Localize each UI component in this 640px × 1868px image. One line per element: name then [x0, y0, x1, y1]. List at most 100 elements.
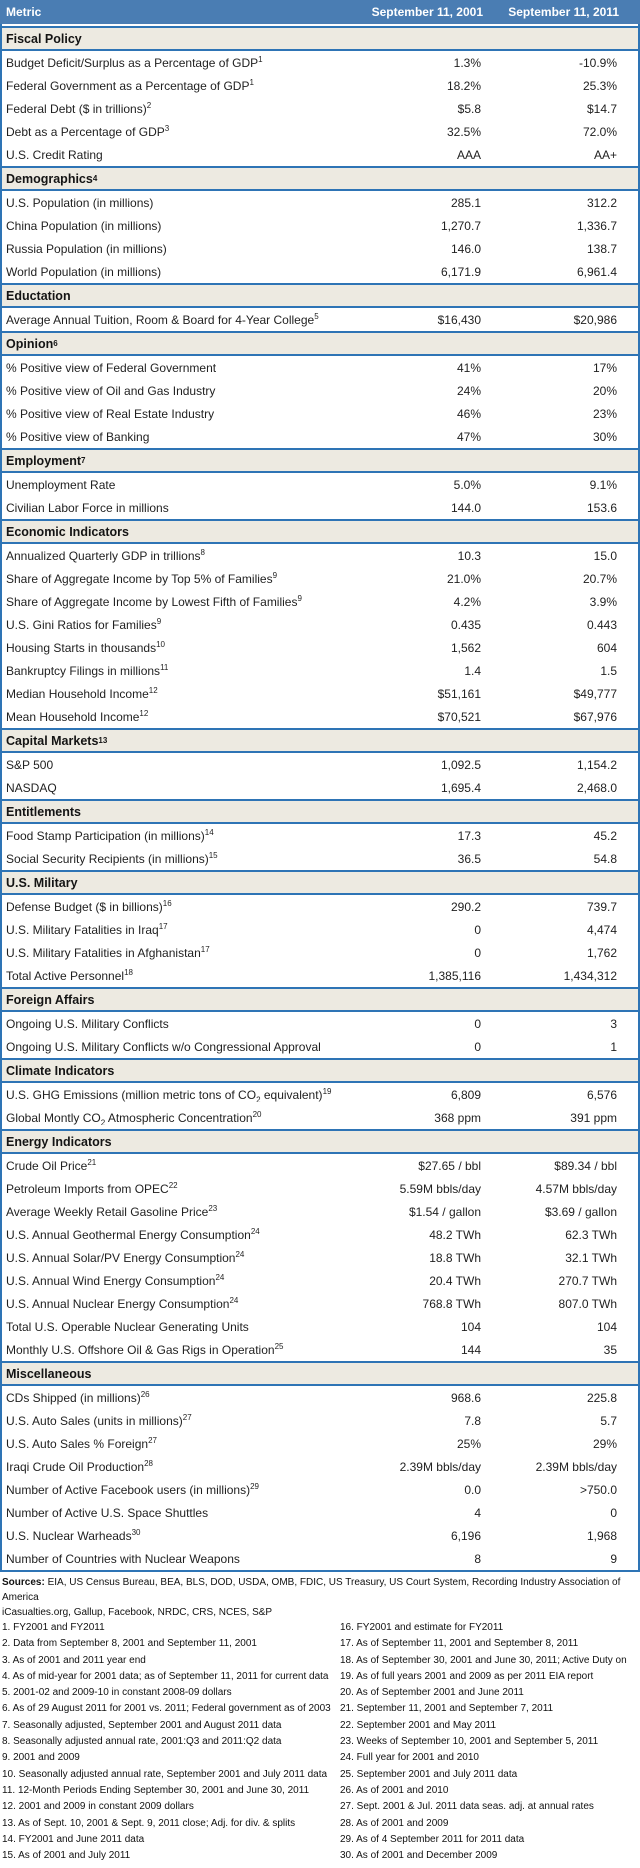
- value-2001: $5.8: [457, 101, 481, 116]
- value-2011: 2.39M bbls/day: [535, 1459, 617, 1474]
- table-row: Civilian Labor Force in millions 144.0 153…: [2, 496, 638, 519]
- metric-label: Mean Household Income12: [6, 709, 149, 724]
- value-2001: 10.3: [457, 548, 481, 563]
- table-row: Share of Aggregate Income by Top 5% of F…: [2, 567, 638, 590]
- table-row: % Positive view of Federal Government 41%…: [2, 356, 638, 379]
- value-2011: 4.57M bbls/day: [535, 1181, 617, 1196]
- footnote-ref: 16: [162, 899, 172, 908]
- table-row: Median Household Income12 $51,161 $49,777: [2, 682, 638, 705]
- footnote: 24. Full year for 2001 and 2010: [340, 1752, 479, 1764]
- table-row: Number of Active Facebook users (in mill…: [2, 1478, 638, 1501]
- value-2011: 45.2: [593, 828, 617, 843]
- table-row: U.S. Annual Nuclear Energy Consumption24…: [2, 1292, 638, 1315]
- metric-label: U.S. Population (in millions): [6, 195, 154, 210]
- value-2011: 104: [596, 1319, 617, 1334]
- footnote: 18. As of September 30, 2001 and June 30…: [340, 1654, 627, 1666]
- value-2001: 6,171.9: [440, 264, 481, 279]
- footnote: 10. Seasonally adjusted annual rate, Sep…: [2, 1768, 328, 1780]
- metric-label: Unemployment Rate: [6, 477, 116, 492]
- metric-label: Social Security Recipients (in millions)…: [6, 851, 218, 866]
- footnote: 30. As of 2001 and December 2009: [340, 1850, 498, 1862]
- section-header: Economic Indicators: [2, 519, 638, 544]
- table-row: U.S. GHG Emissions (million metric tons …: [2, 1083, 638, 1106]
- value-2001: 2.39M bbls/day: [399, 1459, 481, 1474]
- value-2001: 18.8 TWh: [429, 1250, 481, 1265]
- footnote: 22. September 2001 and May 2011: [340, 1719, 497, 1731]
- metric-label: Total Active Personnel18: [6, 968, 133, 983]
- value-2011: 138.7: [586, 241, 617, 256]
- metric-label: % Positive view of Federal Government: [6, 360, 217, 375]
- footnote-ref: 27: [182, 1413, 192, 1422]
- value-2011: 20%: [592, 383, 617, 398]
- section-header: Entitlements: [2, 799, 638, 824]
- value-2001: 4: [474, 1505, 481, 1520]
- value-2011: 1,154.2: [576, 757, 617, 772]
- value-2011: 3: [610, 1016, 617, 1031]
- section-header: Demographics 4: [2, 166, 638, 191]
- metric-label: Crude Oil Price21: [6, 1158, 97, 1173]
- value-2001: 6,809: [450, 1087, 481, 1102]
- table-row: Global Montly CO2 Atmospheric Concentrat…: [2, 1106, 638, 1129]
- metric-label: Monthly U.S. Offshore Oil & Gas Rigs in …: [6, 1342, 284, 1357]
- value-2001: 0.0: [464, 1482, 481, 1497]
- metric-label: Federal Debt ($ in trillions)2: [6, 101, 152, 116]
- table-row: Debt as a Percentage of GDP3 32.5% 72.0%: [2, 120, 638, 143]
- value-2001: 6,196: [450, 1528, 481, 1543]
- metrics-table: Metric September 11, 2001 September 11, …: [0, 0, 640, 1572]
- sources-line-1: Sources: EIA, US Census Bureau, BEA, BLS…: [2, 1575, 638, 1605]
- section-header: Climate Indicators: [2, 1058, 638, 1083]
- value-2001: 18.2%: [446, 78, 481, 93]
- footnote-ref: 10: [156, 640, 165, 649]
- value-2011: $14.7: [586, 101, 617, 116]
- value-2011: 5.7: [600, 1413, 617, 1428]
- value-2001: $1.54 / gallon: [408, 1204, 481, 1219]
- value-2001: 5.0%: [453, 477, 481, 492]
- section-header: Eductation: [2, 283, 638, 308]
- footnote-ref: 3: [164, 124, 170, 133]
- value-2001: AAA: [456, 147, 481, 162]
- table-row: Total Active Personnel18 1,385,116 1,434,3…: [2, 964, 638, 987]
- table-row: Unemployment Rate 5.0% 9.1%: [2, 473, 638, 496]
- footnote-ref: 30: [131, 1528, 141, 1537]
- metric-label: U.S. Annual Geothermal Energy Consumptio…: [6, 1227, 260, 1242]
- metric-label: U.S. GHG Emissions (million metric tons …: [6, 1087, 332, 1102]
- metric-label: Federal Government as a Percentage of GD…: [6, 78, 254, 93]
- footnote-ref: 12: [148, 686, 158, 695]
- footnote-ref: 5: [314, 312, 319, 321]
- value-2001: 1,385,116: [428, 968, 482, 983]
- metric-label: % Positive view of Oil and Gas Industry: [6, 383, 216, 398]
- value-2011: 312.2: [586, 195, 617, 210]
- table-row: Total U.S. Operable Nuclear Generating U…: [2, 1315, 638, 1338]
- metric-label: Civilian Labor Force in millions: [6, 500, 169, 515]
- metric-label: China Population (in millions): [6, 218, 162, 233]
- value-2011: 6,961.4: [576, 264, 617, 279]
- footnote-ref: 25: [274, 1342, 284, 1351]
- metric-label: Ongoing U.S. Military Conflicts w/o Cong…: [6, 1039, 321, 1054]
- table-row: U.S. Auto Sales (units in millions)27 7.8…: [2, 1409, 638, 1432]
- value-2001: 290.2: [450, 899, 481, 914]
- footnote: 5. 2001-02 and 2009-10 in constant 2008-…: [2, 1687, 232, 1699]
- value-2011: 0.443: [586, 617, 617, 632]
- value-2011: 3.9%: [589, 594, 617, 609]
- metric-label: % Positive view of Banking: [6, 429, 150, 444]
- table-row: Housing Starts in thousands10 1,562 604: [2, 636, 638, 659]
- value-2011: 62.3 TWh: [565, 1227, 617, 1242]
- value-2001: 20.4 TWh: [429, 1273, 481, 1288]
- footnote: 9. 2001 and 2009: [2, 1752, 80, 1764]
- table-row: Federal Debt ($ in trillions)2 $5.8 $14.7: [2, 97, 638, 120]
- value-2001: 4.2%: [453, 594, 481, 609]
- value-2011: 54.8: [593, 851, 617, 866]
- value-2001: 21.0%: [446, 571, 481, 586]
- footnote-ref: 19: [322, 1087, 332, 1096]
- column-header-2001: September 11, 2001: [371, 5, 483, 19]
- metric-label: U.S. Auto Sales % Foreign27: [6, 1436, 157, 1451]
- value-2001: 24%: [456, 383, 481, 398]
- footnote-ref: 24: [250, 1227, 260, 1236]
- value-2001: 1,562: [450, 640, 481, 655]
- value-2001: 32.5%: [446, 124, 481, 139]
- metric-label: Median Household Income12: [6, 686, 158, 701]
- value-2011: $49,777: [573, 686, 617, 701]
- table-row: Mean Household Income12 $70,521 $67,976: [2, 705, 638, 728]
- value-2011: $67,976: [573, 709, 617, 724]
- metric-label: Average Weekly Retail Gasoline Price23: [6, 1204, 218, 1219]
